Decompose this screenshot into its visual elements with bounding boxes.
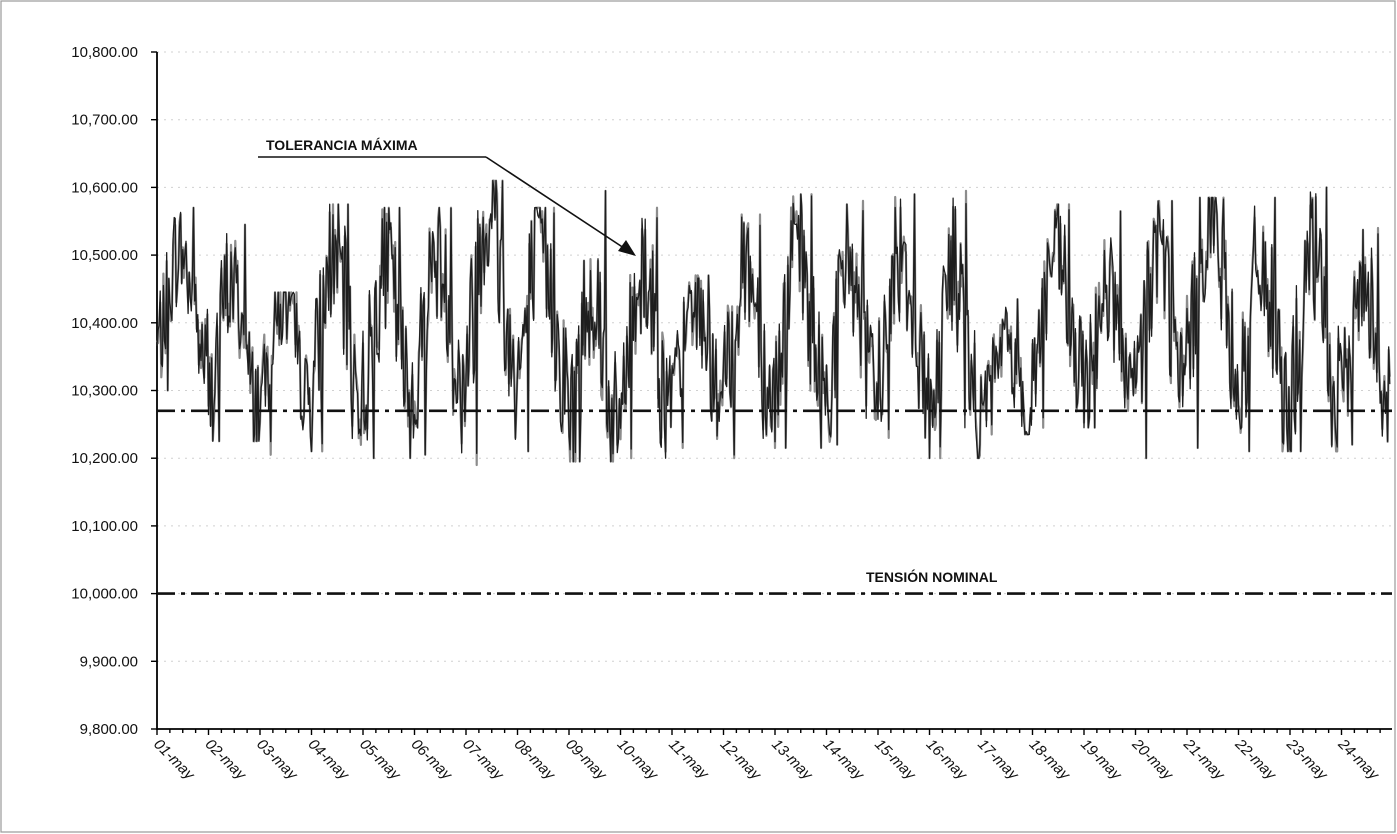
x-tick-label-19: 20-may — [1128, 735, 1177, 784]
x-tick-label-1: 02-may — [202, 736, 250, 784]
tolerance-max-leader — [485, 156, 631, 253]
x-tick-label-5: 06-may — [408, 736, 456, 784]
x-tick-label-21: 22-may — [1231, 735, 1280, 784]
series-voltage — [155, 179, 1391, 467]
y-tick-label-5: 10,300.00 — [71, 383, 138, 400]
y-tick-label-7: 10,100.00 — [71, 518, 138, 535]
y-tick-label-10: 9,800.00 — [80, 721, 138, 738]
x-tick-label-6: 07-may — [459, 736, 507, 784]
x-tick-label-13: 14-may — [820, 736, 868, 784]
x-tick-label-11: 12-may — [717, 736, 765, 784]
x-tick-label-8: 09-may — [562, 736, 610, 784]
y-tick-label-0: 10,800.00 — [71, 44, 138, 61]
reference-lines — [157, 409, 1392, 595]
y-axis: 10,800.00 10,700.00 10,600.00 10,500.00 10,4… — [71, 44, 158, 738]
nominal-label: TENSIÓN NOMINAL — [866, 568, 998, 585]
tolerance-max-label: TOLERANCIA MÁXIMA — [266, 137, 418, 153]
x-tick-label-23: 24-may — [1334, 735, 1383, 784]
y-tick-label-4: 10,400.00 — [71, 315, 138, 332]
x-tick-label-12: 13-may — [768, 736, 816, 784]
x-tick-label-0: 01-may — [150, 736, 198, 784]
annotations: TOLERANCIA MÁXIMA TENSIÓN NOMINAL — [258, 137, 998, 585]
x-tick-label-20: 21-may — [1179, 735, 1228, 784]
x-tick-label-3: 04-may — [305, 736, 353, 784]
x-tick-label-2: 03-may — [253, 736, 301, 784]
x-tick-label-17: 18-may — [1026, 736, 1074, 784]
x-tick-label-15: 16-may — [923, 736, 971, 784]
x-tick-label-14: 15-may — [871, 736, 919, 784]
x-tick-label-7: 08-may — [511, 736, 559, 784]
y-tick-label-8: 10,000.00 — [71, 586, 138, 603]
y-tick-label-1: 10,700.00 — [71, 112, 138, 129]
y-tick-label-3: 10,500.00 — [71, 247, 138, 264]
x-tick-label-18: 19-may — [1077, 736, 1125, 784]
y-tick-label-6: 10,200.00 — [71, 450, 138, 467]
x-tick-label-16: 17-may — [974, 736, 1022, 784]
x-tick-label-9: 10-may — [614, 736, 662, 784]
x-tick-label-4: 05-may — [356, 736, 404, 784]
tolerance-max-arrowhead — [618, 240, 636, 256]
series-line-voltage-trace — [156, 179, 1391, 463]
y-tick-label-2: 10,600.00 — [71, 179, 138, 196]
x-axis: 01-may 02-may 03-may 04-may 05-may 06-may 07-m… — [150, 728, 1392, 784]
x-tick-label-22: 23-may — [1282, 735, 1331, 784]
x-tick-label-10: 11-may — [665, 736, 713, 784]
y-tick-label-9: 9,900.00 — [80, 653, 138, 670]
